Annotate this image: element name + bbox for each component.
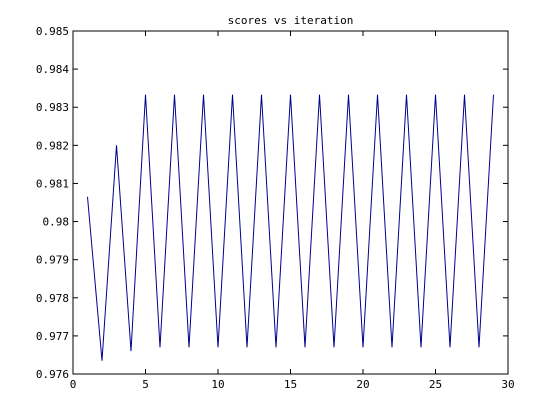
x-tick-label: 0	[70, 378, 77, 391]
y-tick-label: 0.984	[36, 63, 69, 76]
y-tick-label: 0.981	[36, 177, 69, 190]
y-tick-label: 0.985	[36, 25, 69, 38]
x-tick-label: 15	[284, 378, 297, 391]
y-tick-label: 0.983	[36, 101, 69, 114]
y-tick-label: 0.976	[36, 368, 69, 381]
x-tick-label: 10	[211, 378, 224, 391]
x-tick-label: 25	[429, 378, 442, 391]
y-tick-label: 0.977	[36, 330, 69, 343]
y-tick-label: 0.982	[36, 139, 69, 152]
plot-area	[73, 31, 508, 374]
x-tick-label: 30	[501, 378, 514, 391]
y-tick-label: 0.98	[43, 216, 70, 229]
x-tick-label: 20	[356, 378, 369, 391]
y-tick-label: 0.978	[36, 292, 69, 305]
x-tick-label: 5	[142, 378, 149, 391]
chart-title: scores vs iteration	[228, 14, 354, 27]
y-tick-label: 0.979	[36, 254, 69, 267]
